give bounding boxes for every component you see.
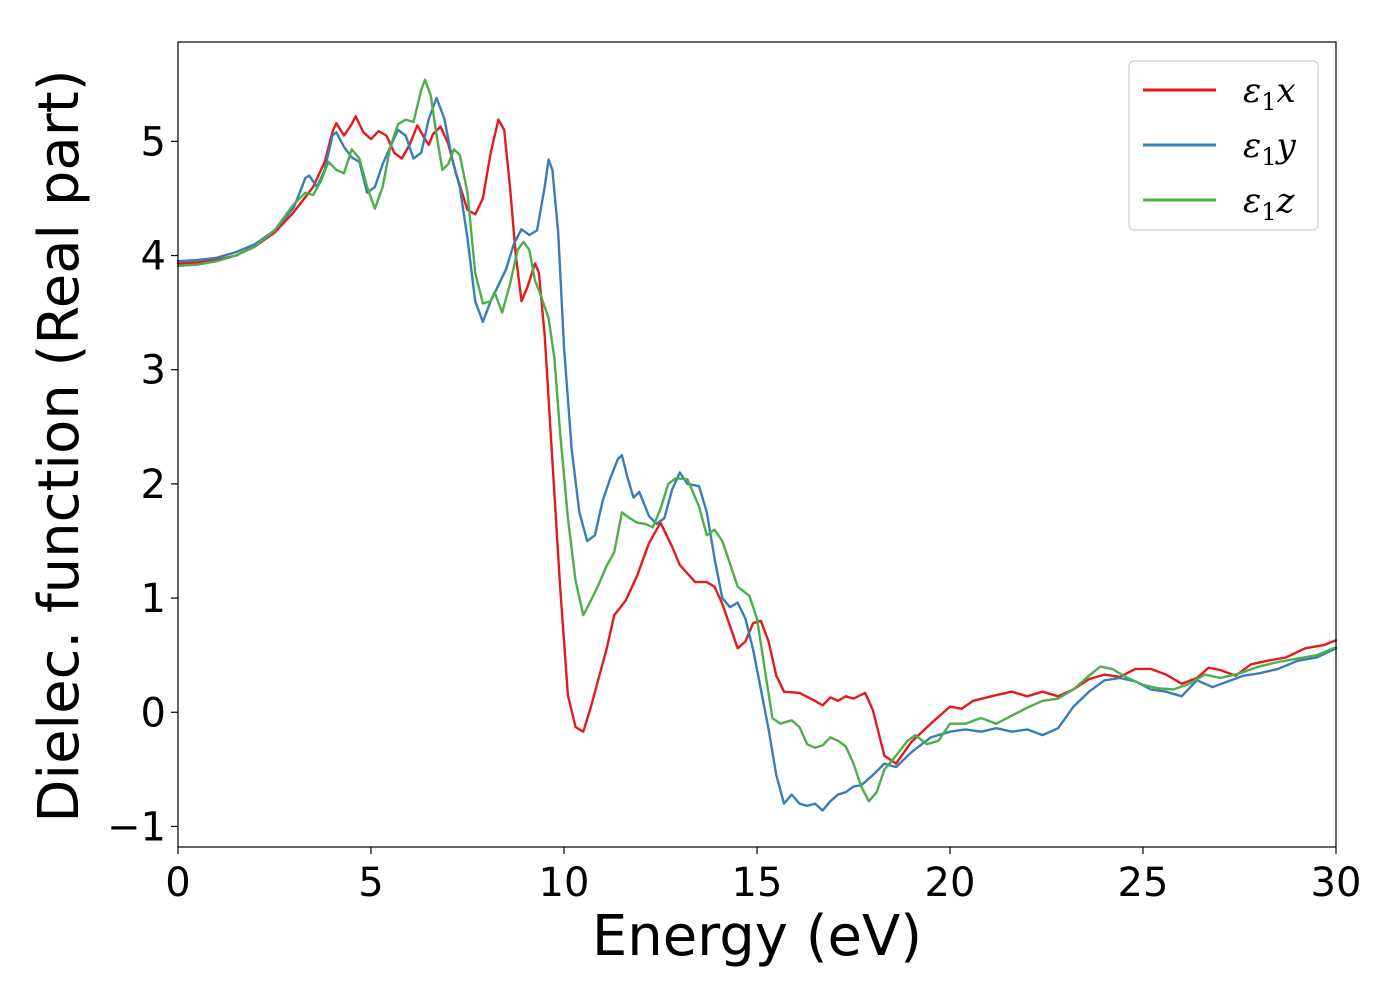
y-tick-label: 0 bbox=[141, 690, 166, 736]
x-axis-label: Energy (eV) bbox=[592, 904, 922, 969]
legend-label-x: ε1x bbox=[1243, 71, 1296, 116]
x-tick-label: 5 bbox=[358, 860, 383, 906]
x-tick-label: 30 bbox=[1311, 860, 1362, 906]
series-line-z bbox=[176, 78, 1338, 803]
legend-label-z: ε1z bbox=[1243, 181, 1296, 226]
y-axis-label: Dielec. function (Real part) bbox=[27, 69, 92, 822]
series-line-y bbox=[176, 96, 1338, 812]
legend: ε1x ε1y ε1z bbox=[1128, 60, 1319, 231]
x-tick-label: 20 bbox=[925, 860, 976, 906]
x-tick-label: 10 bbox=[539, 860, 590, 906]
legend-box bbox=[1128, 60, 1319, 231]
y-tick-label: 4 bbox=[141, 234, 166, 280]
x-tick-label: 25 bbox=[1118, 860, 1169, 906]
y-tick-label: −1 bbox=[107, 804, 166, 850]
y-tick-label: 2 bbox=[141, 462, 166, 508]
y-axis-ticks: −1 0 1 2 3 4 5 bbox=[107, 119, 178, 850]
x-tick-label: 0 bbox=[165, 860, 190, 906]
legend-items: ε1x ε1y ε1z bbox=[1143, 71, 1297, 226]
y-tick-label: 5 bbox=[141, 119, 166, 165]
y-tick-label: 1 bbox=[141, 576, 166, 622]
legend-label-y: ε1y bbox=[1243, 126, 1297, 171]
series-layer bbox=[176, 78, 1338, 812]
x-tick-label: 15 bbox=[732, 860, 783, 906]
x-axis-ticks: 0 5 10 15 20 25 30 bbox=[165, 847, 1361, 906]
y-tick-label: 3 bbox=[141, 348, 166, 394]
